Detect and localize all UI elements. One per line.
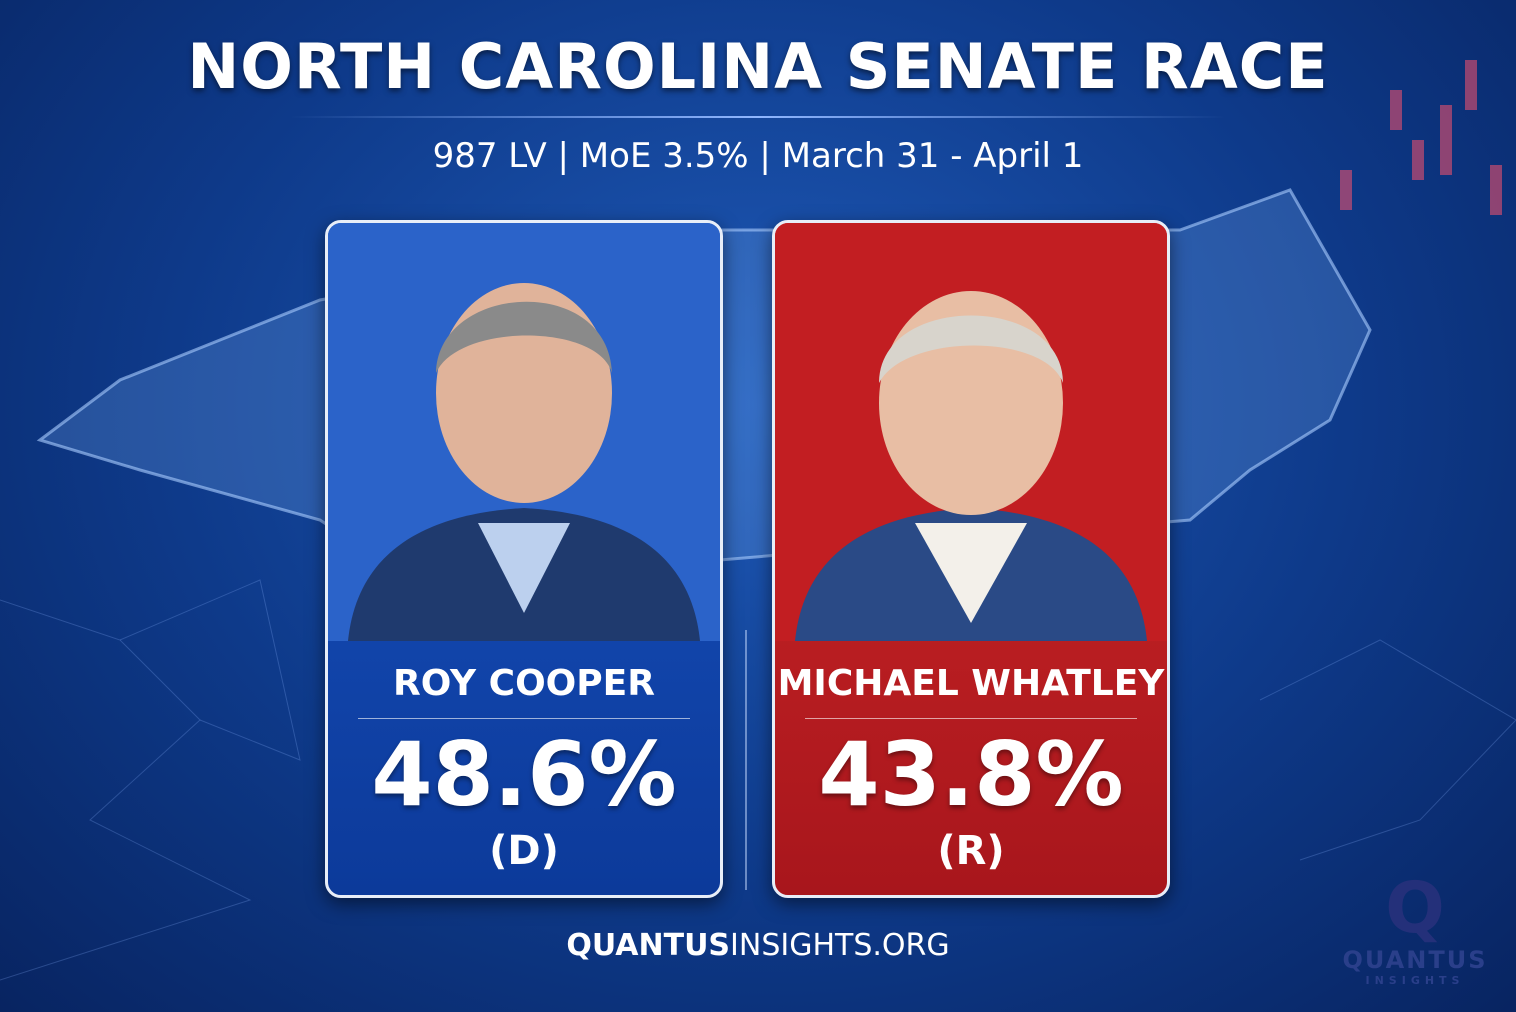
logo: Q QUANTUS INSIGHTS: [1330, 870, 1500, 987]
logo-letter: Q: [1385, 867, 1445, 949]
network-lines: [0, 579, 1516, 981]
divider: [358, 718, 690, 719]
candidate-name: MICHAEL WHATLEY: [777, 663, 1165, 704]
candles: [1340, 60, 1502, 215]
candidate-photo: [328, 223, 720, 641]
candidate-name: ROY COOPER: [393, 663, 655, 704]
subtitle: 987 LV | MoE 3.5% | March 31 - April 1: [432, 136, 1084, 176]
footer-site-rest: INSIGHTS.ORG: [730, 928, 950, 963]
candidate-percent: 43.8%: [818, 723, 1124, 826]
divider: [805, 718, 1137, 719]
title: NORTH CAROLINA SENATE RACE: [187, 30, 1329, 103]
footer: QUANTUSINSIGHTS.ORG: [0, 928, 1516, 963]
logo-tagline: INSIGHTS: [1365, 974, 1465, 987]
candidate-percent: 48.6%: [371, 723, 677, 826]
title-rule: [290, 116, 1226, 118]
logo-name: QUANTUS: [1342, 946, 1488, 974]
candidate-party: (R): [937, 828, 1005, 874]
candidate-photo: [775, 223, 1167, 641]
center-divider: [745, 630, 747, 890]
footer-site-bold: QUANTUS: [566, 928, 731, 963]
candidate-party: (D): [489, 828, 559, 874]
candidate-card: ROY COOPER 48.6% (D): [325, 220, 723, 898]
candidate-card: MICHAEL WHATLEY 43.8% (R): [772, 220, 1170, 898]
